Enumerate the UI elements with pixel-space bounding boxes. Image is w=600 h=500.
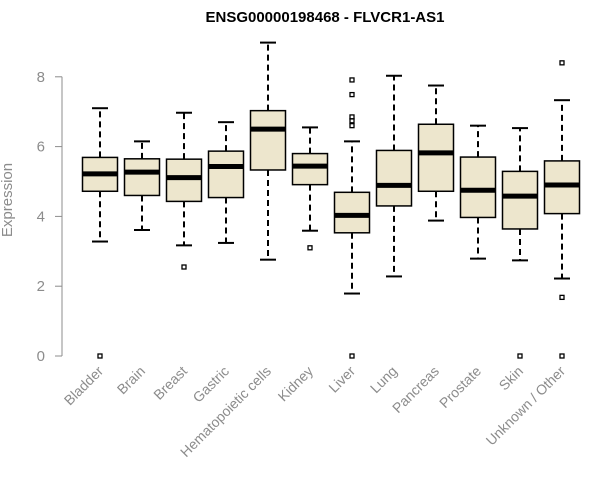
chart-title: ENSG00000198468 - FLVCR1-AS1 xyxy=(205,9,444,26)
iqr-box xyxy=(123,158,161,197)
y-tick-label: 0 xyxy=(37,348,45,365)
x-tick-label: Unknown / Other xyxy=(483,363,569,449)
box-hematopoietic-cells xyxy=(249,41,287,261)
outlier-point xyxy=(559,294,565,301)
iqr-box xyxy=(165,158,203,203)
outlier-point xyxy=(559,60,565,66)
outlier-point xyxy=(517,353,523,359)
box-brain xyxy=(123,140,161,232)
x-tick-label: Liver xyxy=(325,363,358,396)
y-tick-label: 8 xyxy=(37,69,45,86)
box-bladder xyxy=(81,107,119,359)
iqr-box xyxy=(207,150,245,199)
box-lung xyxy=(375,74,413,278)
y-tick-label: 2 xyxy=(37,278,45,295)
outlier-point xyxy=(349,77,355,83)
iqr-box xyxy=(417,123,455,193)
box-liver xyxy=(333,77,371,359)
outlier-point xyxy=(97,353,103,359)
outlier-point xyxy=(349,91,355,98)
box-skin xyxy=(501,127,539,359)
x-tick-label: Prostate xyxy=(436,363,484,411)
box-unknown-other xyxy=(543,60,581,359)
box-prostate xyxy=(459,124,497,260)
x-tick-label: Brain xyxy=(114,363,148,397)
x-tick-label: Bladder xyxy=(61,363,107,409)
x-tick-label: Skin xyxy=(496,363,527,394)
iqr-box xyxy=(375,149,413,207)
outlier-point xyxy=(349,123,355,129)
iqr-box xyxy=(249,109,287,171)
outlier-point xyxy=(349,114,355,120)
outlier-point xyxy=(559,353,565,359)
box-pancreas xyxy=(417,84,455,222)
iqr-box xyxy=(333,191,371,234)
y-tick-label: 6 xyxy=(37,139,45,156)
outlier-point xyxy=(349,353,355,359)
box-breast xyxy=(165,111,203,270)
x-tick-label: Lung xyxy=(367,363,400,396)
y-axis-label: Expression xyxy=(0,163,16,237)
y-axis: 0 2 4 6 8 xyxy=(37,69,63,365)
outlier-point xyxy=(307,245,313,251)
x-tick-label: Breast xyxy=(150,363,190,403)
iqr-box xyxy=(459,156,497,219)
y-tick-label: 4 xyxy=(37,208,45,225)
x-tick-label: Kidney xyxy=(275,363,317,405)
outlier-point xyxy=(181,264,187,270)
x-tick-label: Pancreas xyxy=(389,363,442,416)
iqr-box xyxy=(501,170,539,230)
box-gastric xyxy=(207,121,245,244)
iqr-box xyxy=(291,152,329,186)
box-kidney xyxy=(291,126,329,251)
box-series xyxy=(81,41,581,359)
